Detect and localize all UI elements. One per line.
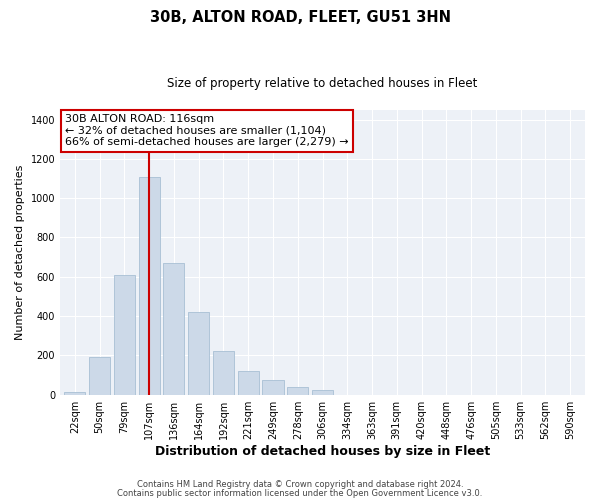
Bar	[64, 392, 85, 394]
Bar	[287, 387, 308, 394]
Bar	[188, 312, 209, 394]
Bar	[139, 176, 160, 394]
Bar	[114, 275, 135, 394]
X-axis label: Distribution of detached houses by size in Fleet: Distribution of detached houses by size …	[155, 444, 490, 458]
Bar	[163, 263, 184, 394]
Y-axis label: Number of detached properties: Number of detached properties	[15, 164, 25, 340]
Bar	[262, 380, 284, 394]
Text: Contains public sector information licensed under the Open Government Licence v3: Contains public sector information licen…	[118, 488, 482, 498]
Bar	[213, 352, 234, 395]
Bar	[312, 390, 333, 394]
Text: 30B, ALTON ROAD, FLEET, GU51 3HN: 30B, ALTON ROAD, FLEET, GU51 3HN	[149, 10, 451, 25]
Title: Size of property relative to detached houses in Fleet: Size of property relative to detached ho…	[167, 78, 478, 90]
Text: 30B ALTON ROAD: 116sqm
← 32% of detached houses are smaller (1,104)
66% of semi-: 30B ALTON ROAD: 116sqm ← 32% of detached…	[65, 114, 349, 147]
Bar	[89, 358, 110, 395]
Bar	[238, 371, 259, 394]
Text: Contains HM Land Registry data © Crown copyright and database right 2024.: Contains HM Land Registry data © Crown c…	[137, 480, 463, 489]
